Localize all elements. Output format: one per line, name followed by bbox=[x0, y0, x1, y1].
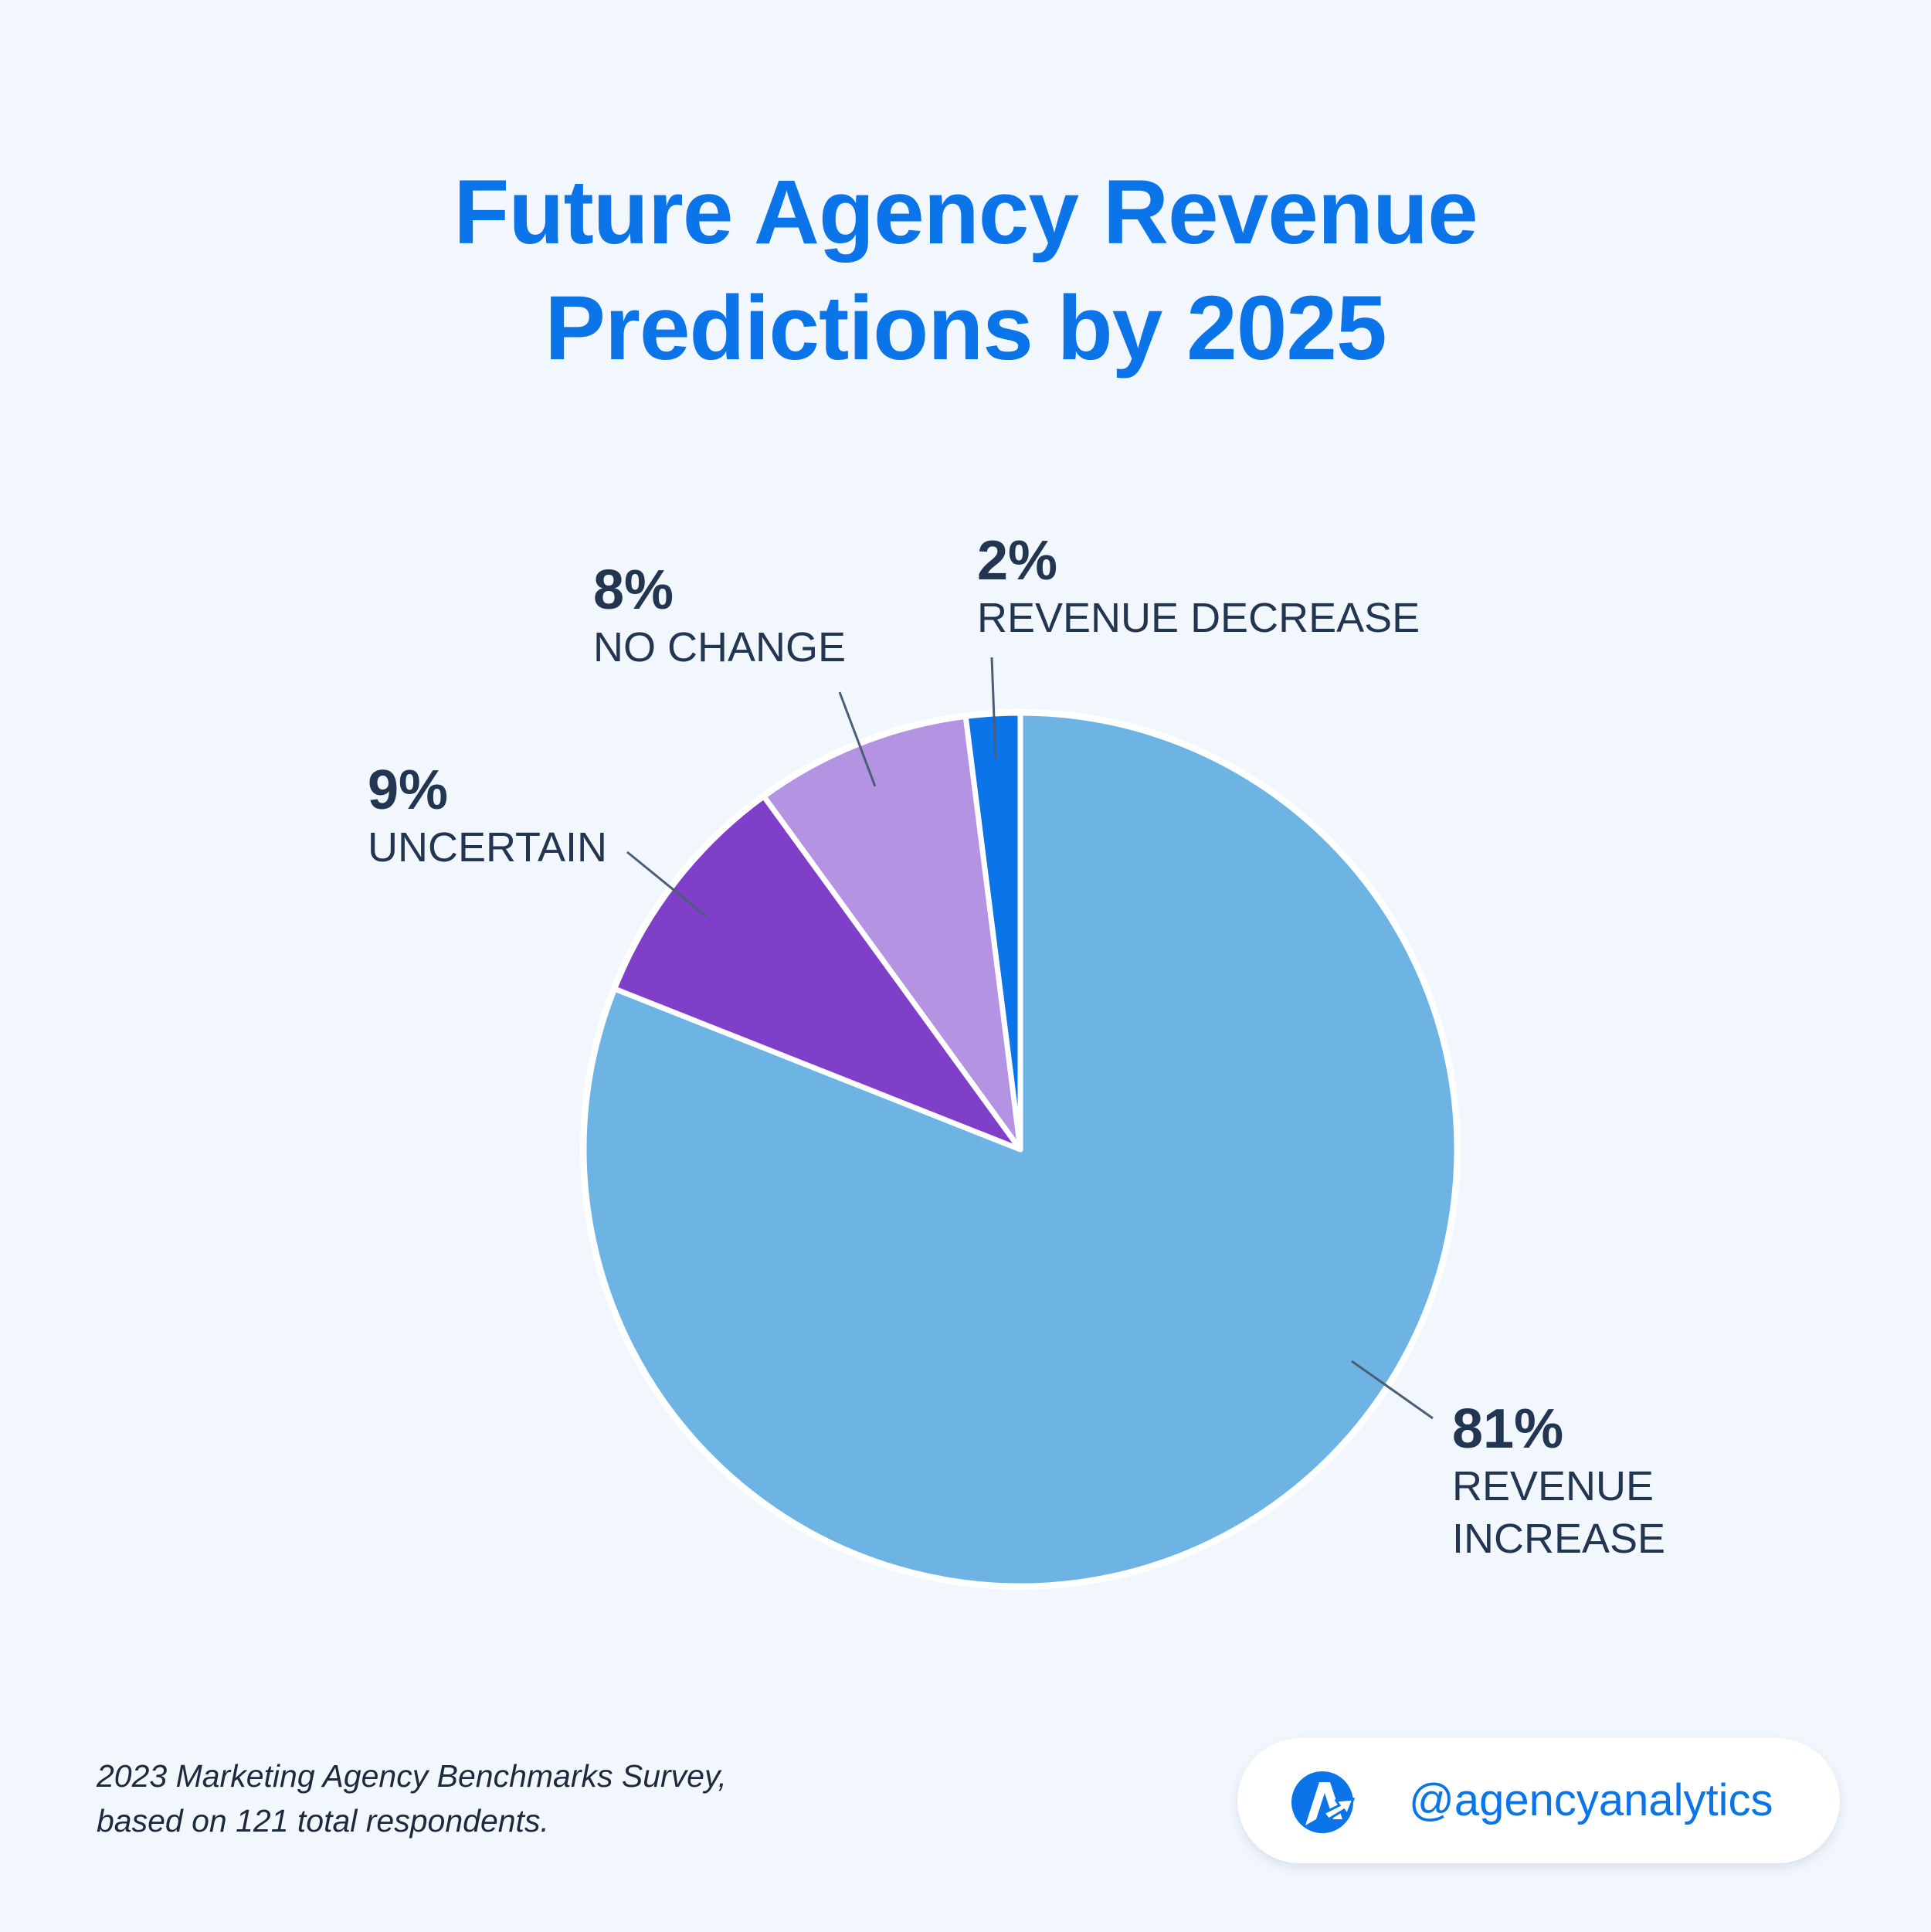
source-footnote: 2023 Marketing Agency Benchmarks Survey,… bbox=[97, 1754, 869, 1843]
chart-title-line-1: Future Agency Revenue bbox=[453, 161, 1478, 263]
source-footnote-line-1: 2023 Marketing Agency Benchmarks Survey, bbox=[97, 1758, 727, 1794]
label-uncertain-pct: 9% bbox=[368, 759, 449, 821]
chart-title-line-2: Predictions by 2025 bbox=[545, 277, 1386, 379]
brand-handle[interactable]: @agencyanalytics bbox=[1409, 1775, 1773, 1825]
label-no-change: 8% NO CHANGE bbox=[593, 559, 846, 674]
leader-line-revenue-increase bbox=[1351, 1360, 1434, 1420]
label-uncertain-name: UNCERTAIN bbox=[368, 824, 608, 871]
label-revenue-decrease-name: REVENUE DECREASE bbox=[977, 595, 1420, 641]
label-no-change-pct: 8% bbox=[593, 559, 674, 621]
brand-badge[interactable]: @agencyanalytics bbox=[1237, 1738, 1840, 1863]
label-uncertain: 9% UNCERTAIN bbox=[368, 759, 607, 874]
chart-title: Future Agency Revenue Predictions by 202… bbox=[0, 154, 1931, 386]
label-revenue-increase: 81% REVENUE INCREASE bbox=[1452, 1398, 1730, 1565]
label-revenue-increase-pct: 81% bbox=[1452, 1398, 1564, 1460]
label-revenue-decrease: 2% REVENUE DECREASE bbox=[977, 530, 1420, 644]
pie-slice-uncertain bbox=[612, 793, 1023, 1153]
leader-line-revenue-decrease bbox=[990, 657, 997, 759]
label-no-change-name: NO CHANGE bbox=[593, 624, 847, 671]
label-revenue-decrease-pct: 2% bbox=[977, 530, 1058, 592]
leader-line-uncertain bbox=[626, 851, 707, 918]
source-footnote-line-2: based on 121 total respondents. bbox=[97, 1803, 549, 1839]
leader-line-no-change bbox=[838, 691, 877, 787]
label-revenue-increase-name: REVENUE INCREASE bbox=[1452, 1463, 1666, 1562]
agencyanalytics-logo-icon bbox=[1291, 1771, 1356, 1833]
